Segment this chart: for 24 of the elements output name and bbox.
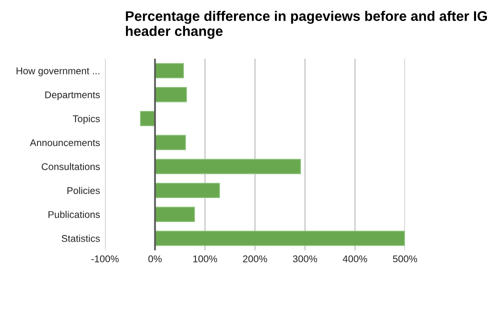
- bar: [154, 230, 405, 246]
- bar: [154, 87, 187, 102]
- x-tick-label: 0%: [148, 255, 162, 262]
- chart-title: Percentage difference in pageviews before and after IG header change: [126, 10, 487, 39]
- bar: [154, 206, 195, 222]
- bar: [154, 158, 301, 174]
- y-tick-label: Announcements: [30, 139, 100, 146]
- y-tick-label: Topics: [72, 115, 100, 124]
- y-tick-label: Departments: [45, 91, 100, 100]
- y-tick-label: Policies: [67, 186, 100, 194]
- x-tick-label: 100%: [193, 255, 218, 262]
- y-tick-label: Publications: [48, 210, 100, 218]
- x-tick-label: -100%: [91, 255, 119, 262]
- y-tick-label: How government ...: [16, 68, 100, 76]
- x-tick-label: 300%: [292, 255, 318, 262]
- bar: [154, 182, 220, 198]
- x-tick-label: 200%: [243, 255, 268, 262]
- bar: [140, 110, 156, 126]
- y-tick-label: Statistics: [62, 234, 100, 242]
- bar: [154, 134, 186, 150]
- x-tick-label: 500%: [392, 255, 418, 262]
- x-tick-label: 400%: [342, 255, 368, 262]
- bar: [154, 63, 184, 78]
- y-tick-label: Consultations: [42, 162, 100, 170]
